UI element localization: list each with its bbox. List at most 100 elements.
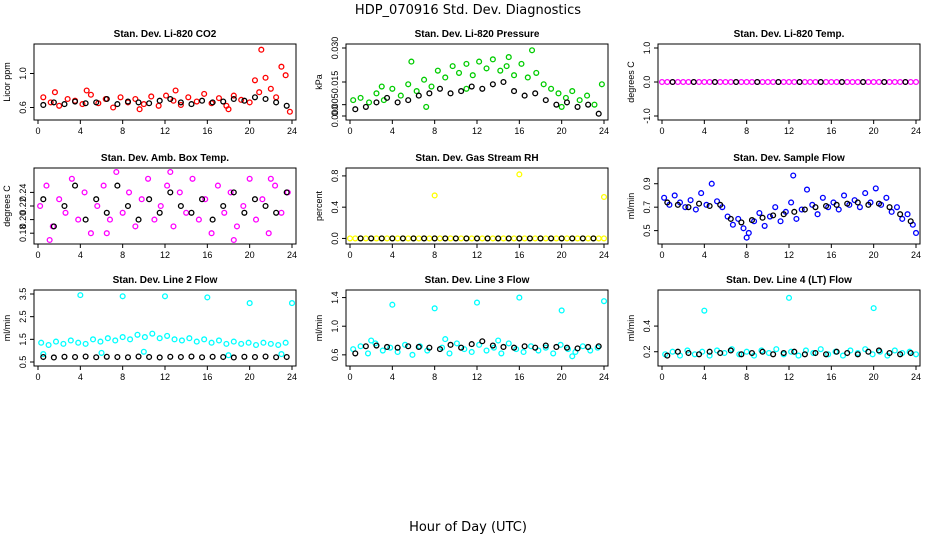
data-point — [498, 350, 505, 357]
data-point — [82, 100, 89, 107]
data-point — [164, 332, 171, 339]
data-point — [71, 182, 79, 189]
panel-title: Stan. Dev. Amb. Box Temp. — [101, 153, 229, 164]
data-point — [426, 344, 433, 351]
data-point — [186, 335, 193, 342]
data-point — [82, 216, 89, 223]
x-tick-label: 24 — [911, 250, 921, 260]
series-samples — [38, 292, 296, 359]
data-point — [436, 235, 444, 242]
data-point — [785, 294, 793, 301]
data-point — [591, 101, 598, 108]
data-point — [505, 235, 512, 242]
x-tick-label: 16 — [202, 250, 212, 260]
data-point — [278, 209, 285, 216]
data-point — [872, 185, 879, 192]
data-point — [201, 90, 208, 97]
data-point — [600, 298, 608, 305]
data-point — [352, 235, 359, 242]
data-point — [283, 102, 290, 109]
x-tick-label: 20 — [869, 372, 879, 382]
data-point — [119, 334, 126, 341]
data-point — [241, 97, 248, 104]
data-point — [484, 235, 491, 242]
data-point — [585, 343, 592, 351]
data-point — [756, 209, 763, 217]
data-point — [282, 339, 289, 346]
data-point — [436, 346, 444, 353]
data-point — [695, 200, 703, 207]
data-point — [415, 235, 422, 242]
x-axis-label: Hour of Day (UTC) — [409, 520, 527, 535]
data-point — [576, 97, 583, 104]
data-point — [221, 209, 228, 216]
data-point — [891, 78, 898, 86]
data-point — [56, 102, 63, 109]
data-point — [661, 194, 668, 201]
x-tick-label: 4 — [78, 126, 83, 136]
data-point — [822, 202, 830, 210]
panel-title: Stan. Dev. Line 4 (LT) Flow — [726, 275, 852, 286]
data-point — [701, 307, 708, 314]
x-tick-label: 16 — [202, 372, 212, 382]
data-point — [262, 95, 269, 103]
data-point — [733, 78, 740, 86]
data-point — [246, 175, 253, 182]
panel-title: Stan. Dev. Gas Stream RH — [415, 153, 538, 164]
y-tick-label: 0.5 — [642, 224, 652, 237]
data-point — [83, 87, 90, 94]
data-point — [542, 342, 549, 349]
data-point — [870, 78, 877, 86]
data-point — [461, 346, 468, 353]
data-point — [524, 74, 531, 81]
data-point — [225, 352, 232, 359]
data-point — [473, 299, 481, 306]
x-tick-label: 24 — [287, 126, 297, 136]
data-point — [156, 97, 163, 104]
panel-title: Stan. Dev. Li-820 Temp. — [734, 29, 845, 40]
data-point — [510, 235, 518, 242]
data-point — [38, 339, 45, 346]
data-point — [251, 353, 259, 361]
data-point — [674, 201, 681, 208]
y-tick-label: 0.18 — [18, 224, 28, 242]
plot-frame — [345, 289, 609, 367]
series-hourly — [357, 235, 597, 242]
data-point — [428, 83, 435, 90]
x-tick-label: 12 — [160, 250, 170, 260]
data-point — [706, 202, 713, 210]
data-point — [56, 196, 63, 203]
data-point — [208, 339, 215, 346]
x-tick-label: 16 — [826, 126, 836, 136]
data-point — [449, 63, 456, 70]
data-point — [82, 340, 89, 347]
data-point — [405, 343, 412, 350]
y-tick-label: 0.0 — [330, 232, 340, 245]
data-point — [516, 171, 523, 178]
data-point — [262, 74, 269, 81]
data-point — [833, 201, 840, 208]
data-point — [267, 85, 274, 92]
data-point — [40, 94, 47, 101]
data-point — [50, 99, 57, 106]
data-point — [426, 235, 433, 242]
y-tick-label: 1.0 — [330, 320, 340, 333]
data-point — [373, 342, 380, 349]
panel-5: Stan. Dev. Gas Stream RH 0 4 8 12 16 20 24 0.0 0.… — [314, 153, 609, 260]
data-point — [357, 235, 364, 242]
data-point — [817, 78, 824, 86]
data-point — [819, 194, 826, 201]
data-point — [346, 235, 354, 242]
data-point — [595, 235, 602, 242]
x-tick-label: 4 — [78, 250, 83, 260]
x-tick-label: 12 — [784, 126, 794, 136]
data-point — [193, 98, 200, 105]
data-point — [717, 78, 724, 86]
data-point — [112, 337, 119, 344]
x-tick-label: 8 — [432, 372, 437, 382]
data-point — [251, 77, 259, 84]
data-point — [421, 76, 428, 83]
data-point — [736, 351, 743, 358]
data-point — [875, 347, 883, 354]
x-tick-label: 0 — [35, 372, 40, 382]
